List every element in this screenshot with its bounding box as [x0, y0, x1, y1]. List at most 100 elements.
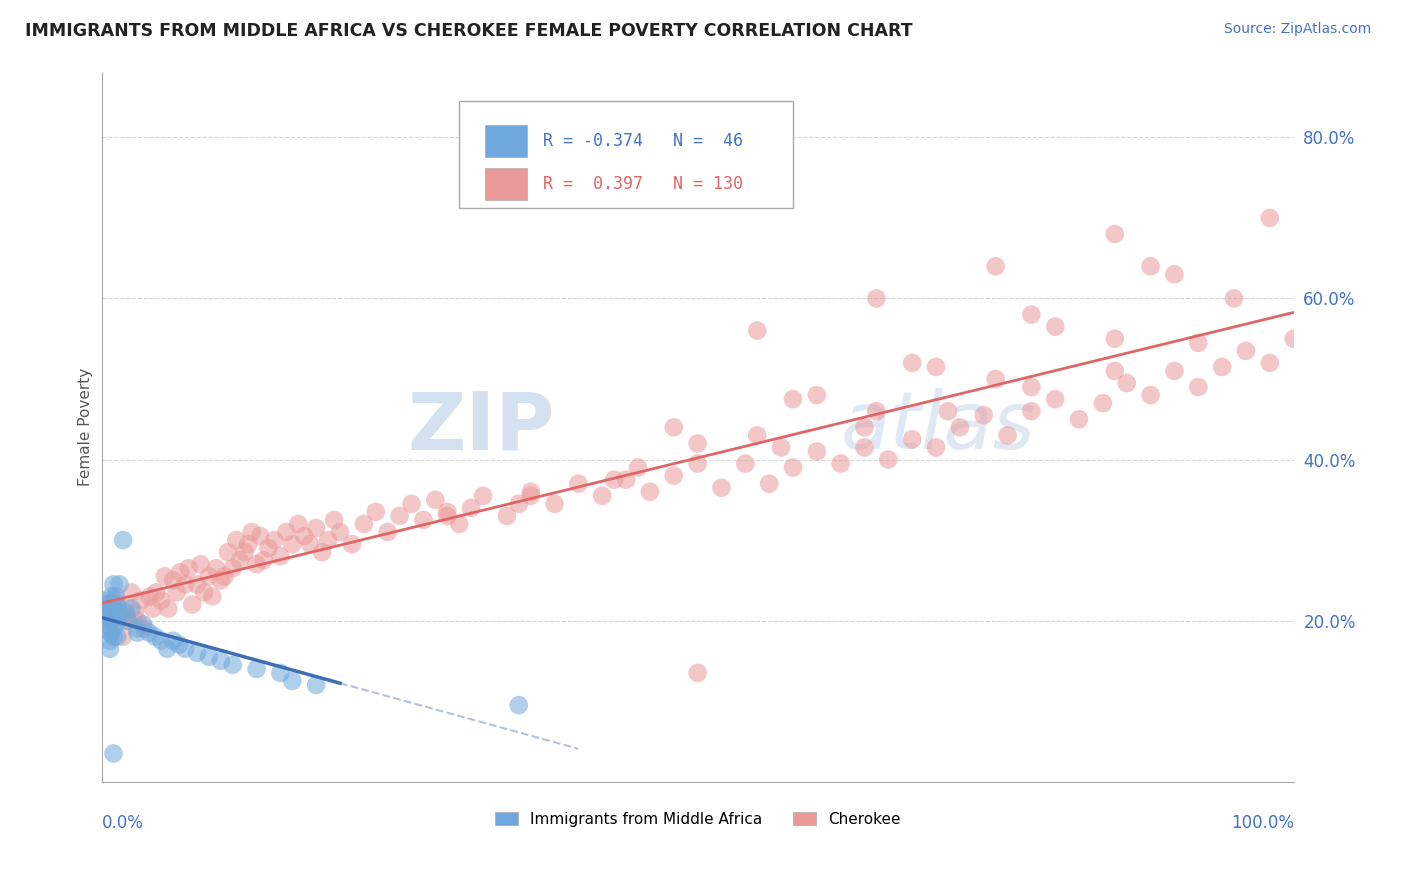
- Point: [100, 625, 122, 640]
- Point: [830, 457, 852, 471]
- Point: [1139, 388, 1161, 402]
- Point: [1163, 364, 1185, 378]
- Point: [190, 558, 212, 572]
- Point: [114, 606, 136, 620]
- Point: [853, 441, 876, 455]
- Point: [193, 585, 215, 599]
- Point: [112, 630, 135, 644]
- Point: [1021, 380, 1043, 394]
- Point: [686, 457, 709, 471]
- Point: [901, 433, 924, 447]
- Point: [770, 441, 793, 455]
- Point: [127, 625, 149, 640]
- Point: [1282, 332, 1305, 346]
- Point: [169, 566, 191, 580]
- Point: [269, 665, 291, 680]
- Point: [108, 577, 131, 591]
- Point: [97, 609, 120, 624]
- Point: [245, 662, 267, 676]
- Point: [973, 409, 995, 423]
- Point: [460, 500, 482, 515]
- Point: [120, 585, 142, 599]
- Point: [145, 585, 167, 599]
- Point: [508, 497, 530, 511]
- Point: [238, 537, 260, 551]
- Point: [127, 622, 149, 636]
- Point: [98, 633, 121, 648]
- Point: [138, 590, 160, 604]
- Point: [97, 598, 120, 612]
- Point: [710, 481, 733, 495]
- Text: IMMIGRANTS FROM MIDDLE AFRICA VS CHEROKEE FEMALE POVERTY CORRELATION CHART: IMMIGRANTS FROM MIDDLE AFRICA VS CHEROKE…: [25, 22, 912, 40]
- Point: [316, 533, 339, 547]
- Point: [747, 324, 769, 338]
- Point: [305, 678, 328, 692]
- Point: [198, 649, 221, 664]
- Point: [1258, 211, 1281, 225]
- Point: [1104, 227, 1126, 241]
- Point: [323, 513, 346, 527]
- Point: [292, 529, 315, 543]
- Point: [105, 630, 128, 644]
- Point: [186, 577, 208, 591]
- Point: [567, 476, 589, 491]
- Point: [311, 545, 333, 559]
- Point: [984, 372, 1007, 386]
- Text: 0.0%: 0.0%: [101, 814, 143, 831]
- Text: Source: ZipAtlas.com: Source: ZipAtlas.com: [1223, 22, 1371, 37]
- Point: [97, 593, 120, 607]
- Point: [662, 420, 685, 434]
- Point: [222, 561, 245, 575]
- Point: [925, 441, 948, 455]
- Point: [186, 646, 208, 660]
- Point: [627, 460, 650, 475]
- Point: [925, 359, 948, 374]
- Point: [1223, 292, 1246, 306]
- Point: [1045, 319, 1067, 334]
- Point: [1104, 364, 1126, 378]
- Point: [519, 484, 541, 499]
- Point: [877, 452, 900, 467]
- Point: [1091, 396, 1114, 410]
- Point: [240, 524, 263, 539]
- Point: [162, 633, 184, 648]
- Point: [209, 574, 232, 588]
- Point: [591, 489, 613, 503]
- Text: R = -0.374   N =  46: R = -0.374 N = 46: [543, 132, 742, 150]
- Point: [214, 569, 236, 583]
- Point: [157, 601, 180, 615]
- Point: [472, 489, 495, 503]
- Point: [263, 533, 285, 547]
- Point: [936, 404, 959, 418]
- Point: [103, 577, 125, 591]
- Point: [233, 545, 256, 559]
- Point: [1163, 268, 1185, 282]
- Point: [100, 614, 122, 628]
- Point: [276, 524, 298, 539]
- Point: [543, 497, 565, 511]
- Point: [117, 614, 139, 628]
- Point: [1211, 359, 1233, 374]
- Point: [97, 617, 120, 632]
- Y-axis label: Female Poverty: Female Poverty: [79, 368, 93, 486]
- Point: [496, 508, 519, 523]
- Point: [117, 614, 139, 628]
- Point: [100, 590, 122, 604]
- Point: [108, 609, 131, 624]
- Point: [949, 420, 972, 434]
- Point: [1115, 376, 1137, 390]
- Point: [1187, 335, 1209, 350]
- Point: [436, 508, 458, 523]
- Point: [662, 468, 685, 483]
- Point: [104, 590, 127, 604]
- FancyBboxPatch shape: [485, 168, 527, 200]
- Point: [201, 590, 224, 604]
- Point: [1067, 412, 1090, 426]
- Point: [134, 622, 156, 636]
- Point: [225, 533, 247, 547]
- Point: [901, 356, 924, 370]
- Point: [782, 460, 804, 475]
- Point: [984, 259, 1007, 273]
- Point: [217, 545, 239, 559]
- Point: [181, 598, 204, 612]
